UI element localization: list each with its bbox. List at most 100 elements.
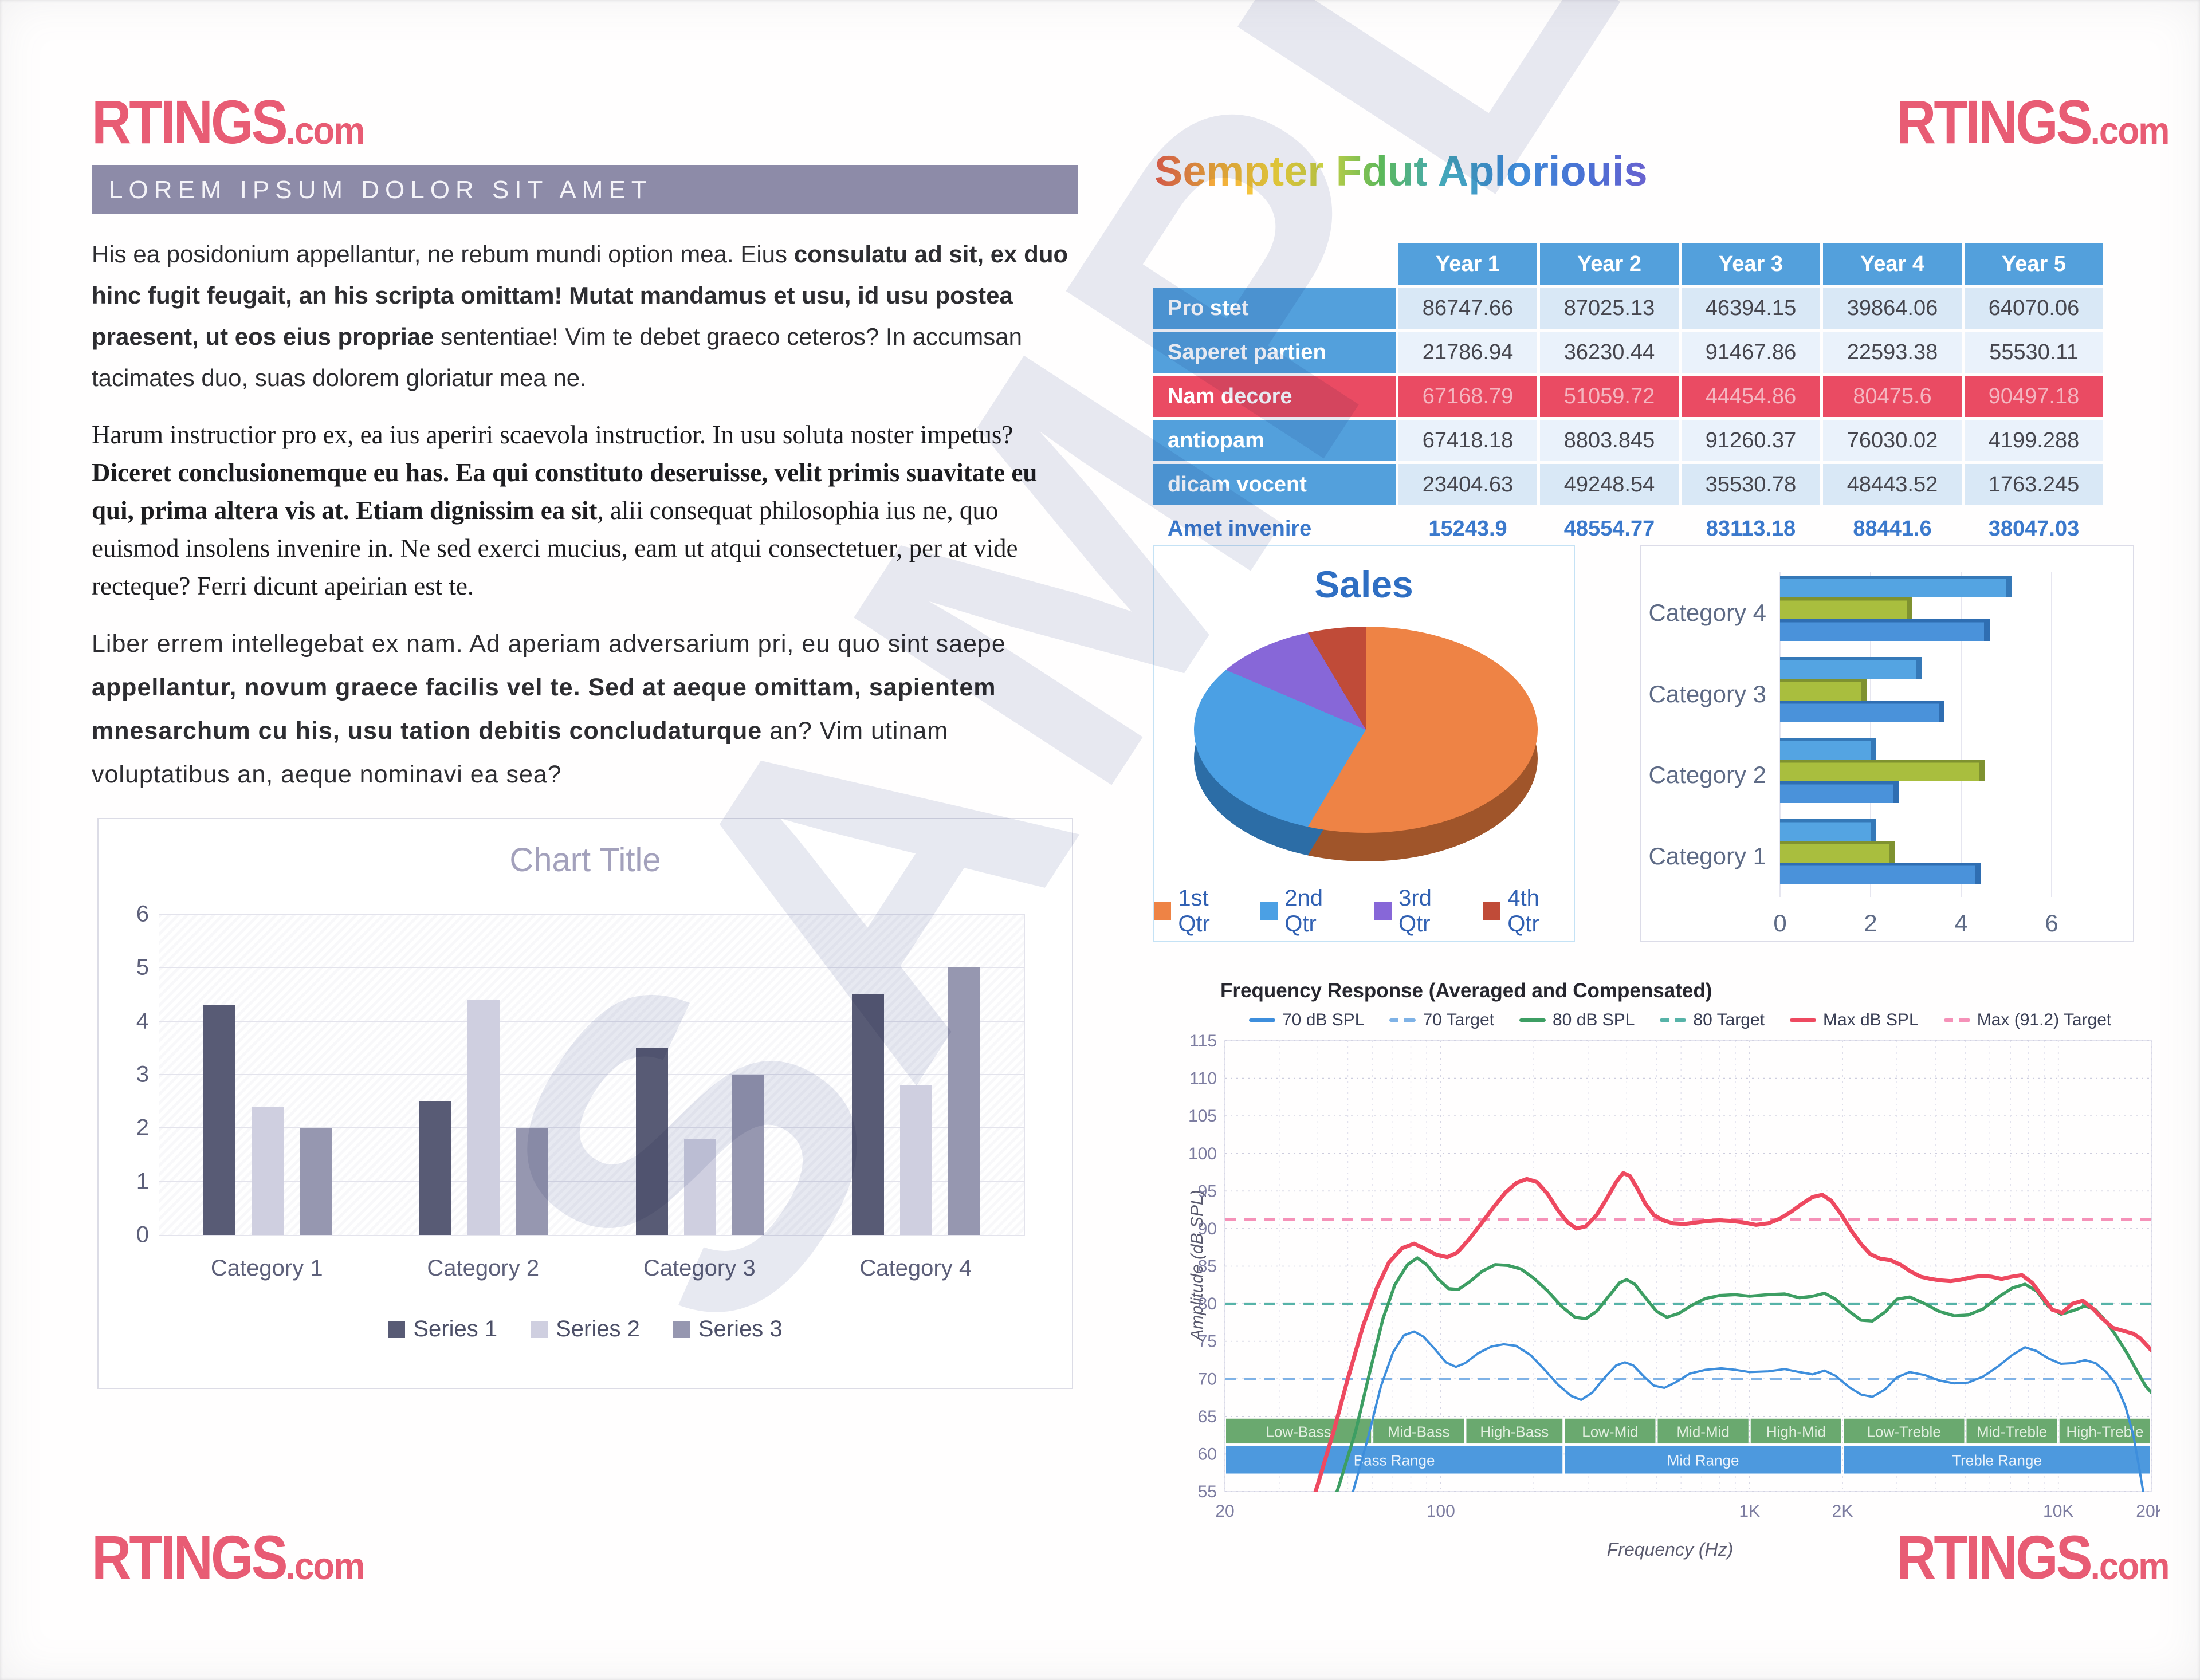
y-tick-label: 60 [1198,1445,1217,1463]
category-label: Category 4 [1648,599,1766,626]
legend-swatch [531,1320,548,1338]
table-header-cell: Year 5 [1965,243,2103,285]
category-label: Category 3 [1648,680,1766,707]
column-bar [732,1075,764,1235]
paragraph-3: Liber errem intellegebat ex nam. Ad aper… [92,630,1006,788]
x-tick-label: 2K [1832,1502,1853,1521]
legend-item: 70 dB SPL [1249,1010,1364,1030]
range-band-segment [1226,1418,1372,1444]
table-header-cell: Year 1 [1398,243,1537,285]
table-cell: 67168.79 [1398,376,1537,417]
legend-label: 70 dB SPL [1282,1010,1365,1029]
logo-suffix: .com [285,109,366,153]
table-cell: 46394.15 [1682,288,1820,329]
legend-swatch [388,1320,406,1338]
range-band-label: High-Mid [1766,1423,1826,1440]
legend-label: 80 dB SPL [1552,1010,1635,1029]
y-tick-label: 95 [1198,1182,1217,1201]
table-cell: 23404.63 [1398,464,1537,505]
spl-curve [1352,1330,2144,1492]
y-tick-label: 90 [1198,1219,1217,1238]
hbar-chart-panel: Category 1 Category 2 Category 3 Category 4… [1640,545,2134,942]
legend-label: 1st Qtr [1178,886,1210,937]
table-row-label: antiopam [1153,420,1396,461]
legend-swatch [1483,902,1501,920]
table-header-cell [1153,243,1396,285]
table-cell: 39864.06 [1823,288,1962,329]
logo-text: RTINGS [1896,88,2093,157]
y-tick-label: 75 [1198,1332,1217,1351]
column-bar [251,1107,284,1235]
frequency-response-legend: 70 dB SPL 70 Target 80 dB SPL 80 Target Max … [1249,1010,2111,1030]
column-bar [299,1128,332,1235]
table-cell: 87025.13 [1540,288,1679,329]
section-header-banner: LOREM IPSUM DOLOR SIT AMET [92,165,1078,214]
range-band-segment [1373,1418,1464,1444]
x-axis-tick-label: 4 [1954,910,1968,937]
table-row-label: Nam decore [1153,376,1396,417]
rtings-logo-bottom-left: RTINGS .com [92,1527,366,1589]
legend-item: Series 2 [531,1316,640,1342]
legend-label: Series 2 [556,1316,640,1341]
range-band-segment [1226,1445,1563,1474]
legend-swatch [1389,1018,1416,1022]
pie-chart-legend: 1st Qtr 2nd Qtr 3rd Qtr 4th Qtr [1154,886,1574,937]
y-axis-tick-label: 6 [136,901,149,927]
logo-text: RTINGS [92,1523,288,1592]
column-bar [467,1000,500,1235]
table-cell: 1763.245 [1965,464,2103,505]
spl-curve [1313,1171,2151,1492]
range-band-label: Mid Range [1667,1451,1739,1469]
table-cell: 21786.94 [1398,332,1537,373]
table-cell: 48443.52 [1823,464,1962,505]
gridline [2051,572,2052,897]
hbar-bar [1780,619,1990,641]
table-title: Sempter Fdut Aploriouis [1154,147,1648,195]
x-axis-tick-label: 6 [2045,910,2058,937]
hbar-bar [1780,841,1895,863]
paragraph-1: His ea posidonium appellantur, ne rebum … [92,241,1068,391]
x-tick-label: 20K [2136,1502,2160,1521]
pie-chart-title: Sales [1314,563,1413,605]
range-band-label: Mid-Treble [1977,1423,2047,1440]
gridline [1961,572,1962,897]
table-cell: 55530.11 [1965,332,2103,373]
logo-suffix: .com [2090,109,2170,153]
column-bar [948,967,981,1235]
logo-text: RTINGS [1896,1523,2093,1592]
legend-swatch [1660,1018,1687,1022]
column-bar [516,1128,548,1235]
table-cell: 49248.54 [1540,464,1679,505]
range-band-label: Low-Bass [1266,1423,1331,1440]
legend-label: Max (91.2) Target [1977,1010,2112,1029]
table-cell: 51059.72 [1540,376,1679,417]
category-label: Category 1 [1648,843,1766,870]
column-chart-legend: Series 1 Series 2 Series 3 [99,1316,1072,1342]
range-band-label: Treble Range [1952,1451,2042,1469]
legend-label: 2nd Qtr [1284,886,1323,937]
table-cell: 88441.6 [1853,516,1932,541]
legend-swatch [1154,902,1172,920]
legend-swatch [673,1320,690,1338]
legend-swatch [1943,1018,1970,1022]
frequency-response-x-axis-label: Frequency (Hz) [1606,1539,1734,1560]
column-bar [419,1101,452,1235]
y-axis-tick-label: 3 [136,1061,149,1087]
x-axis-category-label: Category 4 [859,1256,972,1281]
legend-item: Series 1 [388,1316,497,1342]
logo-suffix: .com [285,1545,366,1588]
range-band-label: Mid-Bass [1388,1423,1449,1440]
legend-label: 4th Qtr [1507,886,1539,937]
range-band-segment [1657,1418,1749,1444]
gridline [159,967,1024,969]
table-cell: 80475.6 [1823,376,1962,417]
table-cell: 4199.288 [1965,420,2103,461]
range-band-label: High-Bass [1480,1423,1549,1440]
y-tick-label: 80 [1198,1295,1217,1313]
gridline [159,1127,1024,1129]
y-tick-label: 115 [1189,1032,1217,1051]
column-bar [683,1139,716,1235]
x-axis-tick-label: 2 [1864,910,1877,937]
